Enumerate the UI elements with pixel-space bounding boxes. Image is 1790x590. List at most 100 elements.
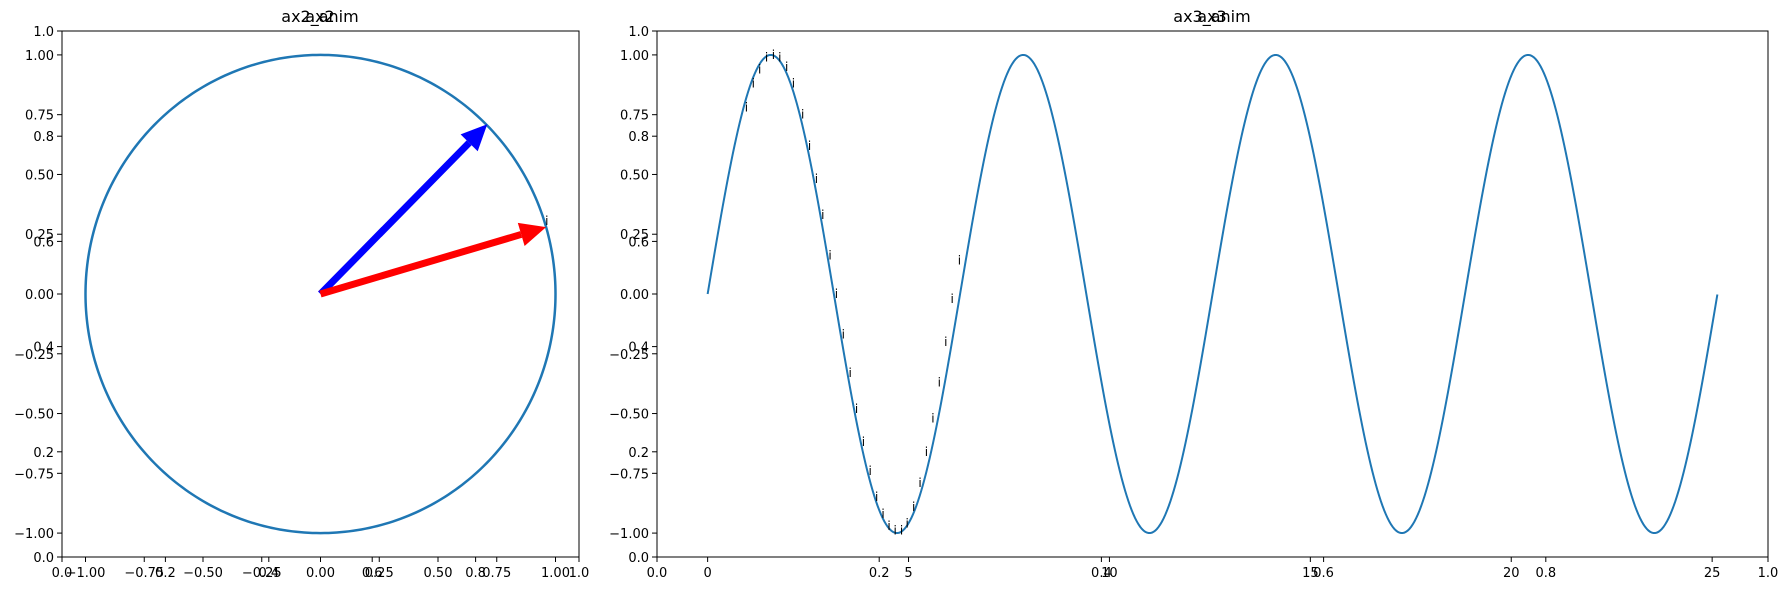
left-title-ax2-anim: ax2_anim — [281, 7, 358, 27]
annotation-label: i — [785, 60, 788, 74]
plot-x-tick-label: 25 — [1704, 566, 1721, 581]
plot-x-tick-label: 0.75 — [482, 566, 511, 581]
annotation-label: i — [835, 287, 838, 301]
plot-y-tick-label: 0.75 — [620, 109, 649, 124]
base-x-tick-label: 0.6 — [1313, 566, 1334, 581]
right-title-ax3: ax3 — [1197, 7, 1226, 26]
annotation-label: i — [808, 139, 811, 153]
plot-x-tick-label: 20 — [1503, 566, 1520, 581]
sine-wave-line — [706, 53, 1719, 535]
unit-circle-line — [84, 53, 557, 535]
annotation-label: i — [900, 524, 903, 538]
base-x-tick-label: 0.8 — [1535, 566, 1556, 581]
plot-x-tick-label: −1.00 — [66, 566, 106, 581]
annotation-label: i — [765, 50, 768, 64]
annotation-label: i — [869, 464, 872, 478]
base-x-tick-label: 0.8 — [465, 566, 486, 581]
plot-y-tick-label: 0.25 — [25, 228, 54, 243]
plot-y-tick-label: −1.00 — [609, 527, 649, 542]
base-y-tick-label: 0.2 — [628, 446, 649, 461]
plot-x-tick-label: −0.75 — [124, 566, 164, 581]
plot-y-tick-label: −0.25 — [609, 348, 649, 363]
annotation-label: i — [931, 411, 934, 425]
annotation-label: i — [778, 50, 781, 64]
right-base-ticks: 0.0 0.2 0.4 0.6 0.8 1.0 0.0 0.2 0.4 0.6 0.8 1.0 — [628, 25, 1778, 581]
base-x-tick-label: 1.0 — [1758, 566, 1779, 581]
plot-y-tick-label: 0.00 — [25, 288, 54, 303]
arrow-head-blue — [460, 124, 488, 152]
annotation-label: i — [792, 77, 795, 91]
plot-y-tick-label: 0.50 — [620, 168, 649, 183]
base-x-tick-label: 0.2 — [155, 566, 176, 581]
right-title-ax3-anim: ax3_anim — [1173, 7, 1250, 27]
annotation-label: i — [887, 519, 890, 533]
plot-y-tick-label: 1.00 — [620, 49, 649, 64]
plot-y-tick-label: −0.50 — [14, 408, 54, 423]
base-y-tick-label: 0.8 — [628, 130, 649, 145]
plot-x-tick-label: 10 — [1101, 566, 1118, 581]
annotation-label: i — [906, 517, 909, 531]
annotation-label: i — [862, 435, 865, 449]
plot-y-tick-label: −0.25 — [14, 348, 54, 363]
annotation-label: i — [815, 172, 818, 186]
annotation-label: i — [828, 249, 831, 263]
plot-x-tick-label: 0 — [703, 566, 711, 581]
base-y-tick-label: 0.0 — [628, 551, 649, 566]
annotation-label: i — [745, 101, 748, 115]
arrow-shaft-blue — [318, 140, 472, 297]
left-annotations: i — [545, 214, 548, 228]
plot-y-tick-label: −0.75 — [14, 467, 54, 482]
annotation-label: i — [772, 48, 775, 62]
base-y-tick-label: 0.4 — [628, 341, 649, 356]
annotation-label: i — [938, 375, 941, 389]
base-x-tick-label: 0.0 — [647, 566, 668, 581]
base-y-tick-label: 0.0 — [33, 551, 54, 566]
plot-x-tick-label: 1.00 — [541, 566, 570, 581]
base-x-tick-label: 0.2 — [869, 566, 890, 581]
base-x-tick-label: 0.4 — [1091, 566, 1112, 581]
arrow-shaft-red — [319, 231, 523, 298]
base-y-tick-label: 0.6 — [628, 235, 649, 250]
base-y-tick-label: 0.2 — [33, 446, 54, 461]
annotation-label: i — [881, 507, 884, 521]
annotation-label: i — [848, 366, 851, 380]
base-y-tick-label: 1.0 — [628, 25, 649, 40]
plot-x-tick-label: 0.25 — [365, 566, 394, 581]
plot-x-tick-label: 0.00 — [306, 566, 335, 581]
base-x-tick-label: 1.0 — [569, 566, 590, 581]
annotation-label: i — [912, 500, 915, 514]
plot-y-tick-label: 1.00 — [25, 49, 54, 64]
annotation-label: i — [821, 208, 824, 222]
base-y-tick-label: 0.8 — [33, 130, 54, 145]
plot-y-tick-label: 0.75 — [25, 109, 54, 124]
plot-y-tick-label: 0.50 — [25, 168, 54, 183]
annotation-label: i — [918, 476, 921, 490]
plot-y-tick-label: −0.50 — [609, 408, 649, 423]
base-y-tick-label: 0.4 — [33, 341, 54, 356]
base-x-tick-label: 0.4 — [258, 566, 279, 581]
annotation-label: i — [758, 62, 761, 76]
annotation-label: i — [951, 292, 954, 306]
left-plot-ticks: −1.00 −0.75 −0.50 −0.25 0.00 0.25 0.50 0.75 1.00… — [14, 49, 570, 581]
plot-y-tick-label: 0.00 — [620, 288, 649, 303]
annotation-label: i — [893, 524, 896, 538]
plot-x-tick-label: 15 — [1302, 566, 1319, 581]
annotation-label: i — [875, 490, 878, 504]
plot-x-tick-label: −0.50 — [183, 566, 223, 581]
annotation-label: i — [801, 108, 804, 122]
annotation-label: i — [925, 445, 928, 459]
annotation-label: i — [958, 254, 961, 268]
plot-x-tick-label: −0.25 — [242, 566, 282, 581]
plot-y-tick-label: −1.00 — [14, 527, 54, 542]
base-x-tick-label: 0.6 — [362, 566, 383, 581]
annotation-label: i — [545, 214, 548, 228]
plot-x-tick-label: 0.50 — [424, 566, 453, 581]
plot-x-tick-label: 5 — [904, 566, 912, 581]
left-base-ticks: 0.0 0.2 0.4 0.6 0.8 1.0 0.0 0.2 0.4 0.6 0.8 1.0 — [33, 25, 589, 581]
base-y-tick-label: 1.0 — [33, 25, 54, 40]
left-arrows — [318, 124, 547, 298]
right-plot-ticks: 0 5 10 15 20 25−1.00−0.75−0.50−0.250.000.250.… — [609, 49, 1720, 581]
plot-y-tick-label: 0.25 — [620, 228, 649, 243]
